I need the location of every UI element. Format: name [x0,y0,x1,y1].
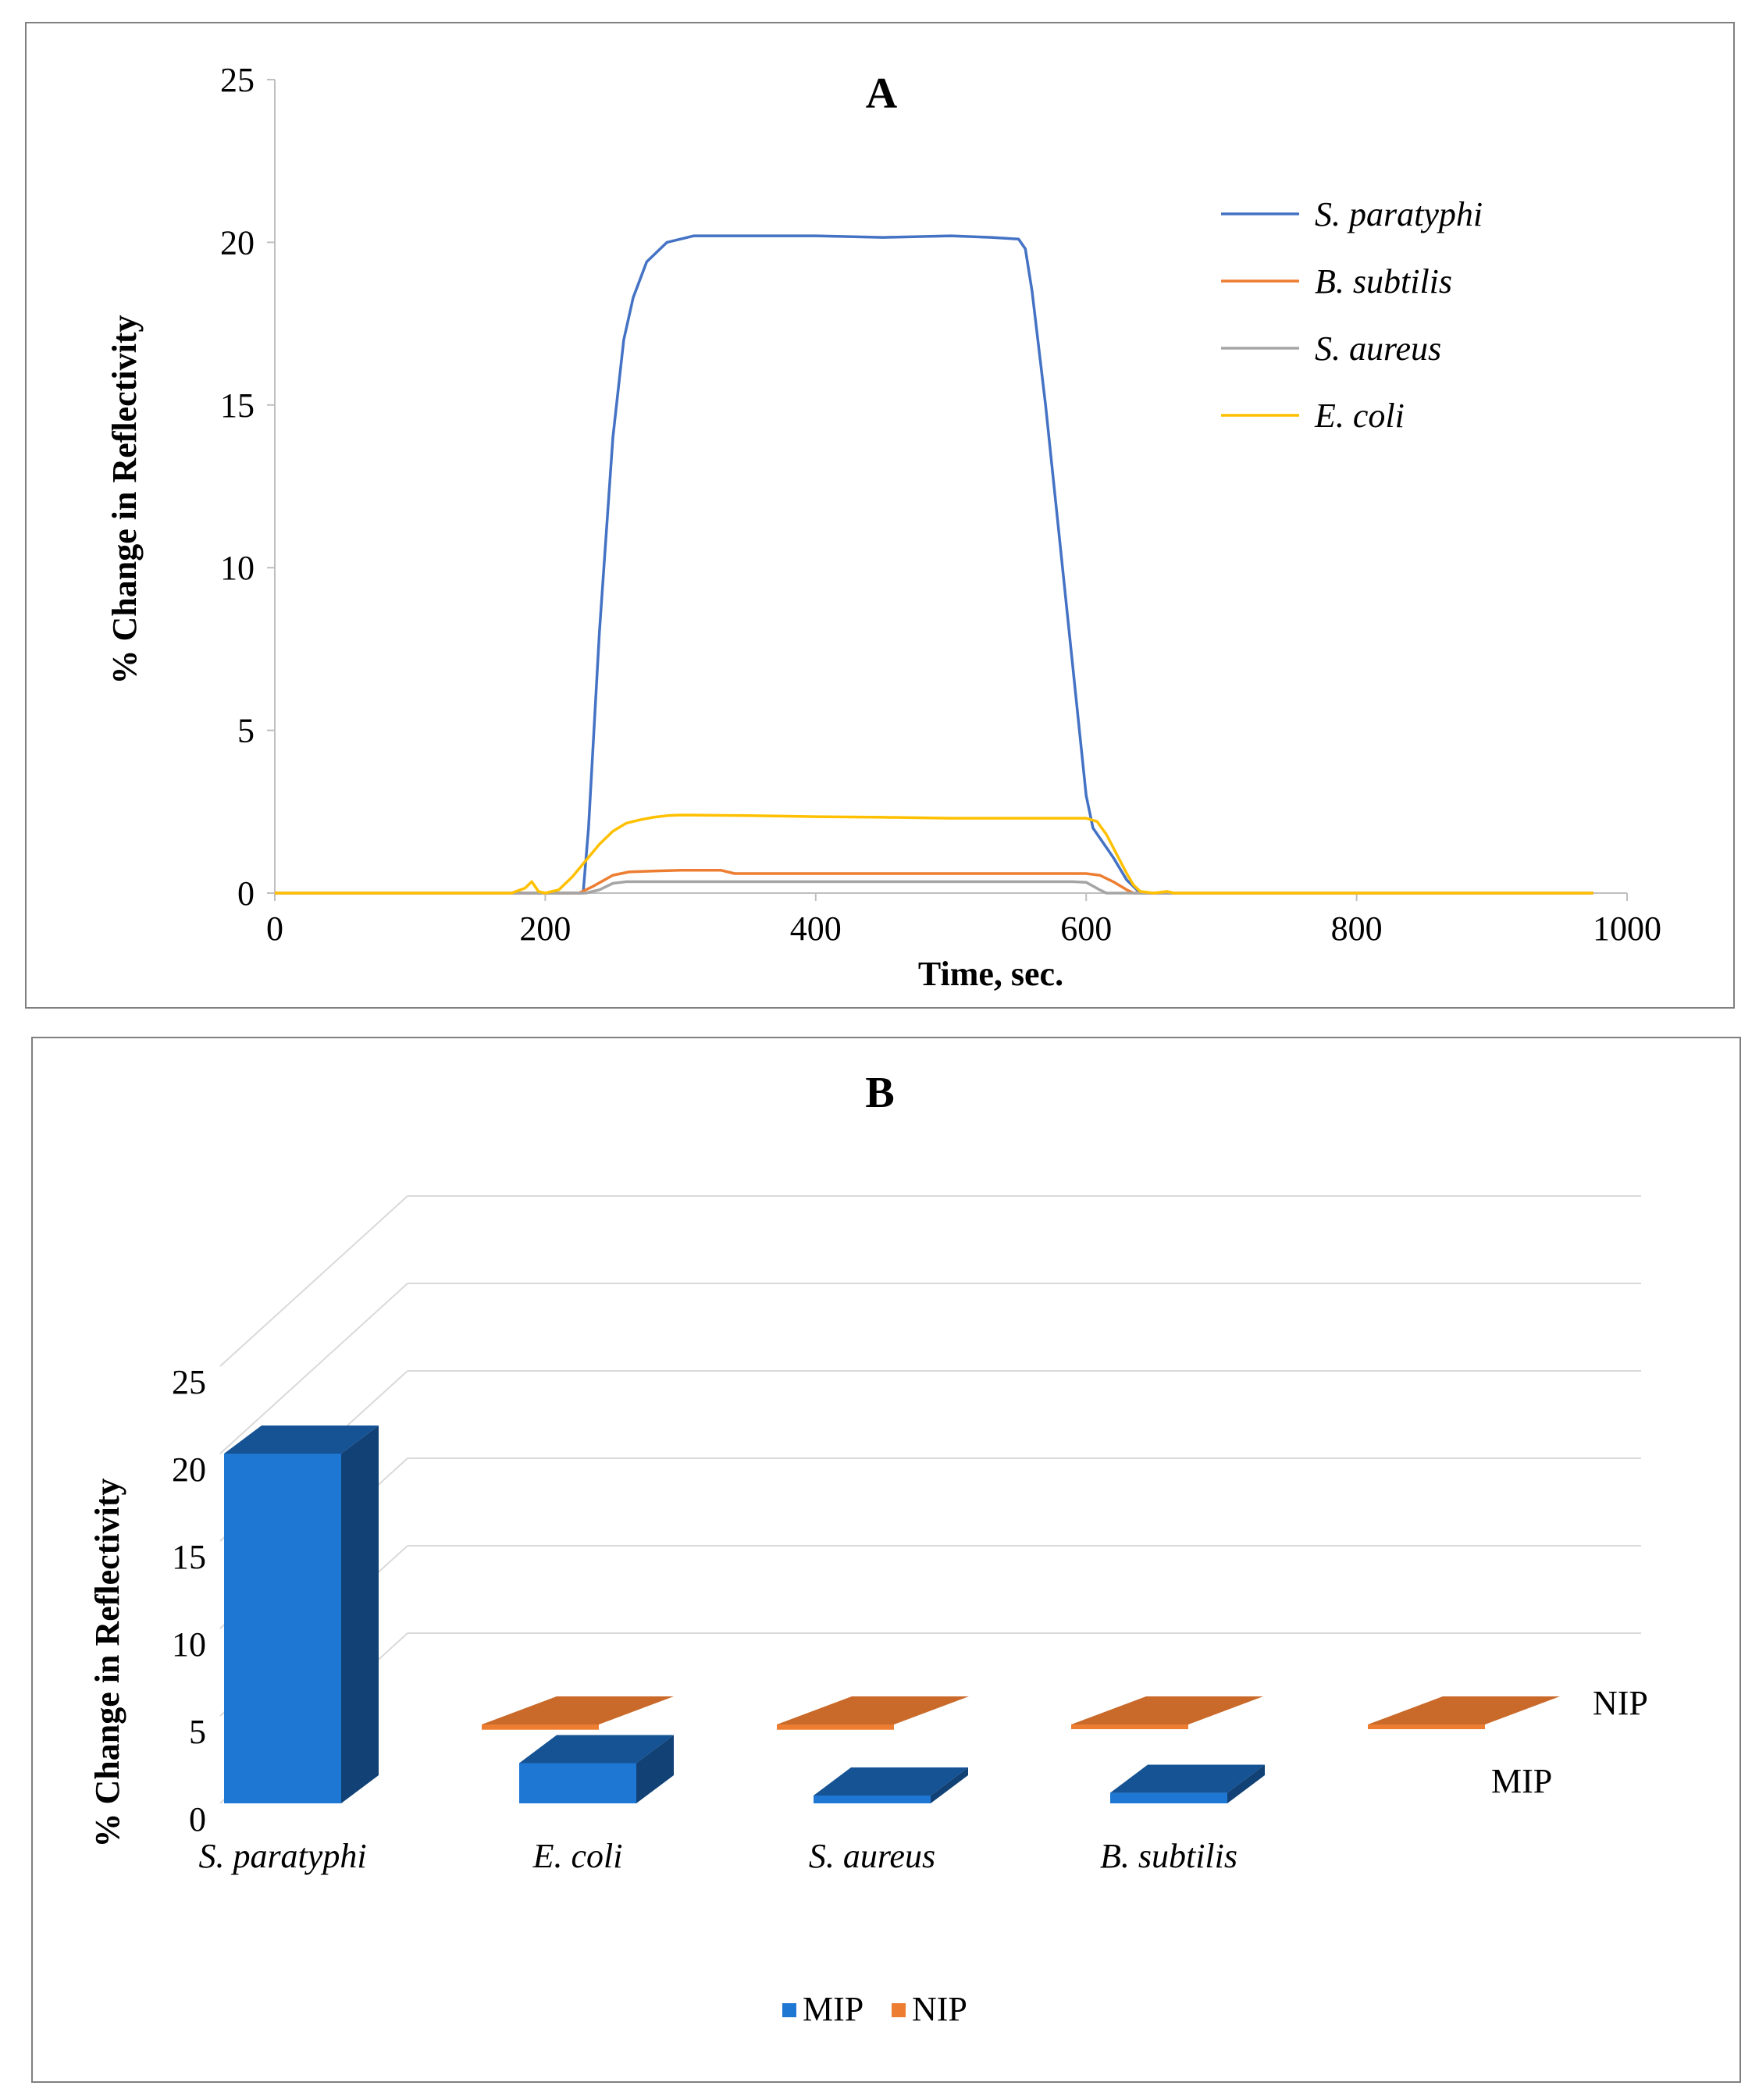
chart-a-y-tick-label: 20 [220,223,255,262]
bar-mip-side [636,1735,674,1803]
bar-mip-side [1227,1764,1265,1803]
legend-label-nip: NIP [912,1990,967,2028]
chart-a-x-tick-label: 400 [790,909,842,948]
chart-a-xlabel: Time, sec. [918,955,1063,993]
chart-b-ylabel: % Change in Reflectivity [88,1479,126,1848]
bar-nip-front [777,1724,894,1730]
series-line-e-coli [275,813,1593,895]
chart-a-axes: 0 5 10 15 20 25 0 200 400 600 800 1000 [220,61,1661,948]
chart-b-y-tick-label: 20 [172,1450,206,1489]
bar-mip-top [814,1767,968,1796]
category-label-e-coli: E. coli [532,1837,623,1875]
bar-mip-s-paratyphi [224,1426,379,1803]
bar-mip-front [519,1763,636,1803]
bar-mip-side [931,1767,968,1803]
chart-b-legend: MIP NIP [782,1990,967,2028]
chart-a-x-tick-label: 1000 [1593,909,1661,948]
legend-label-s-paratyphi: S. paratyphi [1315,195,1483,233]
chart-b-bars: S. paratyphi E. coli S. aureus B. subtilis [198,1426,1560,1875]
bar-mip-s-aureus [814,1767,968,1803]
bar-mip-front [1110,1792,1227,1803]
chart-a-y-tick-label: 25 [220,61,255,99]
bar-mip-front [814,1796,931,1803]
bar-nip-top [1368,1696,1560,1724]
bar-nip-top [482,1696,674,1724]
bar-mip-top [1110,1764,1265,1793]
chart-a-lines [275,234,1593,895]
chart-b-title: B [865,1069,894,1117]
series-line-s-paratyphi [275,234,1593,895]
category-label-s-aureus: S. aureus [809,1837,935,1875]
chart-a-svg: 0 5 10 15 20 25 0 200 400 600 800 1000 A Time, sec.… [105,61,1661,993]
bar-mip-e-coli [519,1735,674,1803]
bar-mip-top [224,1426,379,1454]
chart-b-y-tick-label: 15 [172,1538,206,1576]
chart-a-legend: S. paratyphi B. subtilis S. aureus E. coli [1221,195,1483,435]
chart-b-series-label-mip: MIP [1491,1762,1552,1800]
bar-mip-b-subtilis [1110,1764,1265,1803]
chart-b-svg: 0 5 10 15 20 25 S. paratyphi E. coli S. aureus B… [88,1069,1648,2028]
category-label-s-paratyphi: S. paratyphi [198,1837,366,1875]
bar-mip-top [519,1735,674,1764]
legend-label-e-coli: E. coli [1314,397,1405,435]
legend-label-b-subtilis: B. subtilis [1315,262,1452,301]
panel-b: 0 5 10 15 20 25 S. paratyphi E. coli S. aureus B… [31,1037,1741,2083]
bar-nip-front [1368,1724,1485,1729]
chart-b-grid-diagonal [219,1283,408,1454]
chart-a-x-tick-label: 0 [266,909,283,948]
chart-b-y-tick-label: 10 [172,1625,206,1664]
chart-b-y-tick-label: 25 [172,1363,206,1401]
chart-a-x-tick-label: 200 [519,909,571,948]
bar-nip-top [777,1696,969,1724]
chart-b-y-tick-label: 5 [189,1713,206,1751]
chart-a-y-tick-label: 0 [237,874,255,913]
chart-b-series-label-nip: NIP [1593,1684,1648,1722]
chart-a-title: A [866,69,898,118]
chart-a-x-tick-label: 600 [1060,909,1112,948]
bar-nip-front [482,1724,599,1730]
chart-b-grid-diagonal [219,1195,408,1367]
bar-nip-e-coli [777,1696,969,1730]
chart-a-y-tick-label: 10 [220,549,255,587]
chart-b-grid: 0 5 10 15 20 25 [172,1195,1641,1838]
bar-nip-s-aureus [1071,1696,1263,1729]
bar-mip-front [224,1454,341,1803]
chart-a-x-tick-label: 800 [1331,909,1383,948]
bar-nip-s-paratyphi [482,1696,674,1730]
legend-swatch-mip [782,2003,796,2017]
bar-nip-top [1071,1696,1263,1724]
category-label-b-subtilis: B. subtilis [1100,1837,1237,1875]
panel-a: 0 5 10 15 20 25 0 200 400 600 800 1000 A Time, sec.… [25,22,1735,1009]
bar-nip-front [1071,1724,1188,1729]
chart-a-ylabel: % Change in Reflectivity [105,315,144,685]
legend-swatch-nip [892,2003,906,2017]
chart-a-y-tick-label: 5 [237,712,255,750]
bar-nip-b-subtilis [1368,1696,1560,1729]
chart-a-y-tick-label: 15 [220,386,255,425]
legend-label-mip: MIP [803,1990,863,2028]
chart-b-y-tick-label: 0 [189,1800,206,1838]
legend-label-s-aureus: S. aureus [1315,329,1441,368]
series-line-s-aureus [275,880,1593,895]
bar-mip-side [341,1426,379,1803]
